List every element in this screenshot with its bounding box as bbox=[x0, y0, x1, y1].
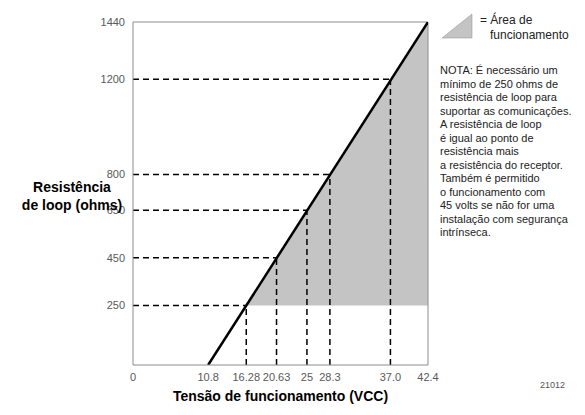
html-text:resistência de loop para: resistência de loop para bbox=[440, 91, 557, 103]
svg-text:37.0: 37.0 bbox=[380, 371, 401, 383]
html-text:NOTA: É necessário um: NOTA: É necessário um bbox=[440, 64, 558, 76]
html-text:21012: 21012 bbox=[540, 380, 565, 390]
html-text:o funcionamento com: o funcionamento com bbox=[440, 185, 546, 198]
html-text:45 volts se não for uma: 45 volts se não for uma bbox=[440, 199, 555, 211]
html-text:a resistência do receptor.: a resistência do receptor. bbox=[440, 158, 563, 171]
svg-text:800: 800 bbox=[107, 168, 125, 180]
html-text:= Área de: = Área de bbox=[480, 13, 533, 27]
html-text:intrínseca.: intrínseca. bbox=[440, 226, 491, 238]
svg-text:0: 0 bbox=[130, 371, 136, 383]
svg-text:10.8: 10.8 bbox=[197, 371, 218, 383]
html-text:A resistência de loop: A resistência de loop bbox=[440, 118, 542, 130]
svg-text:16.28: 16.28 bbox=[233, 371, 261, 383]
html-text:Tensão de funcionamento (VCC): Tensão de funcionamento (VCC) bbox=[172, 388, 389, 404]
html-text:de loop (ohms): de loop (ohms) bbox=[21, 197, 123, 213]
html-text:é igual ao ponto de: é igual ao ponto de bbox=[440, 131, 534, 144]
html-text:Também é permitido: Também é permitido bbox=[440, 172, 540, 184]
html-text:funcionamento: funcionamento bbox=[490, 28, 569, 42]
svg-text:25: 25 bbox=[301, 371, 313, 383]
html-text:mínimo de 250 ohms de: mínimo de 250 ohms de bbox=[440, 77, 558, 90]
html-text:resistência mais: resistência mais bbox=[440, 145, 519, 157]
svg-text:250: 250 bbox=[107, 299, 125, 311]
html-text:Resistência: Resistência bbox=[33, 179, 111, 195]
svg-text:450: 450 bbox=[107, 252, 125, 264]
svg-text:1440: 1440 bbox=[101, 16, 125, 28]
html-text:instalação com segurança: instalação com segurança bbox=[440, 212, 568, 225]
svg-text:1200: 1200 bbox=[101, 73, 125, 85]
html-text:suportar as comunicações.: suportar as comunicações. bbox=[440, 104, 572, 117]
svg-text:28.3: 28.3 bbox=[319, 371, 340, 383]
svg-text:20.63: 20.63 bbox=[263, 371, 291, 383]
svg-text:42.4: 42.4 bbox=[417, 371, 438, 383]
